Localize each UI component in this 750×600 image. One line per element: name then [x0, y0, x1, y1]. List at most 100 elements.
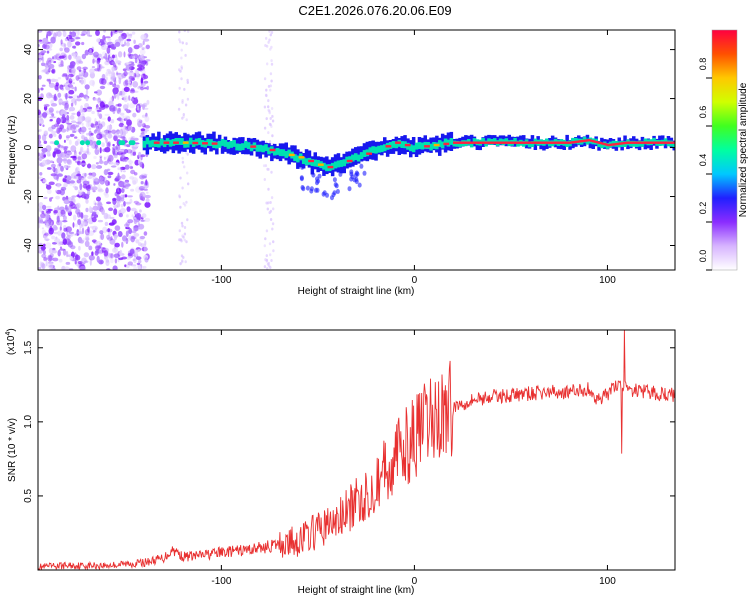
- noise-speckle: [49, 119, 53, 122]
- noise-speckle: [104, 133, 107, 140]
- noise-speckle: [263, 244, 266, 248]
- noise-speckle: [57, 77, 62, 80]
- noise-speckle: [128, 95, 131, 101]
- noise-speckle: [59, 220, 63, 227]
- noise-speckle: [112, 265, 118, 270]
- noise-speckle: [91, 110, 95, 115]
- ridge-peak: [534, 141, 537, 144]
- snr-frame: [37, 329, 676, 571]
- noise-speckle: [57, 173, 63, 177]
- noise-speckle: [48, 60, 52, 64]
- noise-speckle: [186, 218, 189, 222]
- noise-speckle: [114, 258, 118, 264]
- ridge-peak: [530, 141, 533, 144]
- ridge-band-mid: [545, 138, 549, 145]
- noise-speckle: [59, 226, 62, 231]
- noise-speckle: [48, 133, 53, 139]
- noise-speckle: [133, 39, 136, 44]
- y-tick-label: 20: [23, 93, 34, 105]
- noise-speckle: [104, 52, 108, 60]
- noise-speckle: [60, 109, 67, 117]
- noise-speckle: [102, 35, 106, 41]
- noise-speckle: [75, 75, 80, 81]
- ridge-band-mid: [368, 147, 372, 155]
- noise-speckle: [38, 222, 41, 229]
- noise-speckle: [125, 183, 131, 187]
- ridge-peak: [559, 141, 562, 144]
- noise-speckle: [113, 154, 118, 159]
- ridge-blob: [120, 140, 126, 146]
- ridge-peak: [317, 163, 324, 166]
- noise-speckle: [127, 81, 131, 84]
- noise-speckle: [132, 225, 139, 232]
- noise-speckle: [53, 55, 57, 60]
- noise-speckle: [125, 256, 132, 260]
- noise-speckle: [124, 180, 129, 186]
- noise-speckle: [69, 180, 76, 184]
- noise-speckle: [56, 127, 61, 135]
- noise-speckle: [94, 245, 102, 251]
- noise-speckle: [139, 174, 146, 180]
- noise-speckle: [68, 78, 73, 84]
- noise-speckle: [58, 163, 62, 167]
- noise-speckle: [57, 230, 63, 236]
- ridge-band-mid: [663, 138, 668, 145]
- noise-speckle: [91, 211, 97, 214]
- noise-speckle: [43, 243, 46, 247]
- noise-speckle: [177, 107, 181, 111]
- ridge-band-mid: [652, 137, 656, 144]
- noise-speckle: [46, 189, 52, 195]
- noise-speckle: [80, 105, 83, 111]
- ridge-peak: [182, 141, 189, 144]
- noise-speckle: [183, 226, 187, 229]
- ridge-peak: [524, 141, 527, 144]
- ridge-peak: [458, 141, 462, 144]
- noise-speckle: [54, 116, 57, 119]
- noise-speckle: [89, 258, 92, 266]
- noise-speckle: [144, 201, 151, 208]
- ridge-band-mid: [278, 149, 283, 157]
- noise-speckle: [41, 50, 47, 54]
- ridge-band-outer: [145, 135, 150, 155]
- noise-speckle: [66, 165, 71, 168]
- noise-speckle: [84, 118, 91, 123]
- noise-speckle: [68, 231, 74, 235]
- noise-speckle: [112, 83, 117, 88]
- spectrogram-axes: -100 0 100 -40 -20 0 20 40: [23, 30, 675, 286]
- ridge-band-mid: [527, 141, 532, 148]
- noise-speckle: [61, 128, 67, 133]
- ridge-peak: [624, 141, 628, 145]
- noise-speckle: [144, 115, 150, 122]
- noise-speckle: [178, 86, 181, 90]
- noise-speckle: [108, 207, 114, 212]
- noise-speckle: [127, 219, 134, 224]
- ridge-band-mid: [498, 138, 503, 145]
- y-tick-label: -40: [23, 238, 34, 253]
- noise-speckle: [61, 113, 66, 121]
- y-tick-label: 0.5: [23, 489, 34, 503]
- noise-speckle: [267, 108, 270, 112]
- noise-speckle: [70, 120, 77, 124]
- noise-speckle: [128, 160, 134, 165]
- snr-axes: -100 0 100 0.5 1.0 1.5: [23, 330, 675, 587]
- x-tick-label: -100: [211, 576, 231, 587]
- ridge-peak: [505, 141, 508, 144]
- ridge-peak: [551, 141, 554, 144]
- noise-speckle: [140, 77, 144, 84]
- x-tick-label: 0: [412, 576, 418, 587]
- noise-speckle: [65, 93, 68, 100]
- noise-speckle: [56, 117, 61, 125]
- noise-speckle: [116, 202, 121, 208]
- noise-speckle: [75, 41, 81, 46]
- noise-speckle: [125, 185, 129, 189]
- ridge-peak: [665, 141, 668, 144]
- noise-speckle: [67, 241, 74, 248]
- noise-speckle: [129, 248, 135, 255]
- noise-speckle: [137, 86, 141, 90]
- noise-speckle: [111, 129, 117, 134]
- ridge-band-mid: [284, 151, 288, 158]
- noise-speckle: [69, 115, 75, 120]
- noise-speckle: [110, 31, 113, 37]
- noise-speckle: [105, 137, 108, 144]
- ridge-blob: [79, 140, 85, 146]
